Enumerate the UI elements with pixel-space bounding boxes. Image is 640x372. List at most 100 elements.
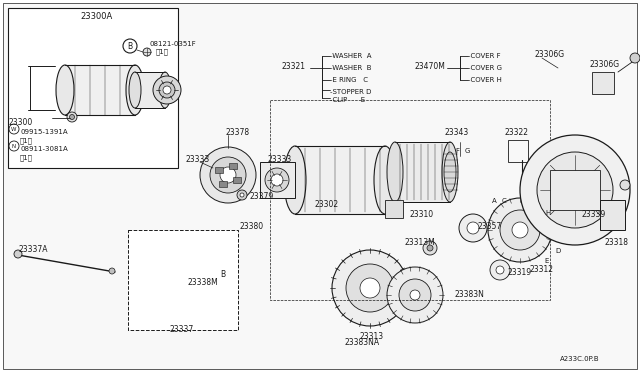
Bar	[600, 200, 625, 230]
Text: D: D	[555, 248, 560, 254]
Circle shape	[490, 260, 510, 280]
Circle shape	[459, 214, 487, 242]
Bar	[395, 142, 450, 202]
Text: 23310: 23310	[410, 210, 434, 219]
Circle shape	[423, 241, 437, 255]
Text: 23318: 23318	[605, 238, 629, 247]
Text: A233C.0P.B: A233C.0P.B	[560, 356, 600, 362]
Text: （1）: （1）	[156, 49, 169, 55]
Text: （1）: （1）	[20, 154, 33, 161]
Text: （1）: （1）	[20, 137, 33, 144]
Text: 23333: 23333	[268, 155, 292, 164]
Bar	[215, 167, 223, 173]
Circle shape	[153, 286, 159, 292]
Ellipse shape	[442, 142, 458, 202]
Circle shape	[191, 286, 197, 292]
Text: 23383N: 23383N	[455, 290, 485, 299]
Text: B: B	[220, 270, 225, 279]
Text: -STOPPER D: -STOPPER D	[330, 89, 371, 95]
Circle shape	[467, 222, 479, 234]
Text: C: C	[502, 198, 507, 204]
Circle shape	[14, 250, 22, 258]
Text: 23343: 23343	[445, 128, 469, 137]
Circle shape	[191, 264, 197, 270]
Circle shape	[159, 262, 191, 294]
Bar	[260, 162, 295, 198]
Bar	[219, 181, 227, 187]
Ellipse shape	[284, 146, 306, 214]
Circle shape	[237, 190, 247, 200]
Circle shape	[488, 198, 552, 262]
Text: A: A	[492, 198, 497, 204]
Circle shape	[265, 168, 289, 192]
Text: 23312: 23312	[530, 265, 554, 274]
Text: -WASHER  A: -WASHER A	[330, 53, 371, 59]
Circle shape	[109, 268, 115, 274]
Circle shape	[496, 266, 504, 274]
Bar	[128, 230, 238, 330]
Circle shape	[500, 210, 540, 250]
Bar	[508, 140, 528, 162]
Text: -E RING   C: -E RING C	[330, 77, 368, 83]
Text: -WASHER  B: -WASHER B	[330, 65, 371, 71]
Text: 23333: 23333	[185, 155, 209, 164]
Bar	[8, 8, 178, 168]
Bar	[550, 170, 600, 210]
Text: 23357: 23357	[478, 222, 502, 231]
Text: -CLIP      E: -CLIP E	[330, 97, 365, 103]
Circle shape	[630, 53, 640, 63]
Text: B: B	[127, 42, 132, 51]
Ellipse shape	[56, 65, 74, 115]
Bar	[135, 72, 165, 108]
Bar	[65, 65, 135, 115]
Circle shape	[427, 245, 433, 251]
Circle shape	[620, 180, 630, 190]
Text: E: E	[544, 258, 548, 264]
Bar	[270, 100, 550, 300]
Text: 08911-3081A: 08911-3081A	[20, 146, 68, 152]
Circle shape	[271, 174, 283, 186]
Bar	[592, 72, 614, 94]
Text: 23337A: 23337A	[18, 245, 47, 254]
Circle shape	[145, 248, 205, 308]
Circle shape	[172, 297, 178, 303]
Ellipse shape	[129, 72, 141, 108]
Text: 23306G: 23306G	[590, 60, 620, 69]
Circle shape	[159, 82, 175, 98]
Circle shape	[153, 264, 159, 270]
Ellipse shape	[387, 142, 403, 202]
Text: 23322: 23322	[505, 128, 529, 137]
Text: 09915-1391A: 09915-1391A	[20, 129, 68, 135]
Circle shape	[410, 290, 420, 300]
Circle shape	[169, 272, 181, 284]
Circle shape	[240, 193, 244, 197]
Circle shape	[557, 172, 593, 208]
Text: 23337: 23337	[170, 325, 195, 334]
Text: 23313M: 23313M	[405, 238, 436, 247]
Circle shape	[172, 253, 178, 259]
Bar	[233, 177, 241, 183]
Text: 23383NA: 23383NA	[345, 338, 380, 347]
Text: G: G	[465, 148, 470, 154]
Text: N: N	[12, 144, 16, 148]
Text: 23306G: 23306G	[535, 50, 565, 59]
Circle shape	[133, 236, 217, 320]
Circle shape	[220, 167, 236, 183]
Bar	[229, 163, 237, 169]
Circle shape	[387, 267, 443, 323]
Circle shape	[399, 279, 431, 311]
Text: -COVER H: -COVER H	[468, 77, 502, 83]
Text: 23379: 23379	[250, 192, 275, 201]
Text: -COVER F: -COVER F	[468, 53, 500, 59]
Circle shape	[70, 115, 74, 119]
Text: F: F	[455, 148, 459, 154]
Circle shape	[210, 157, 246, 193]
Circle shape	[200, 147, 256, 203]
Ellipse shape	[126, 65, 144, 115]
Circle shape	[520, 135, 630, 245]
Text: 23313: 23313	[360, 332, 384, 341]
Text: 23339: 23339	[582, 210, 606, 219]
Bar	[295, 146, 385, 214]
Text: 23321: 23321	[282, 62, 306, 71]
Circle shape	[512, 222, 528, 238]
